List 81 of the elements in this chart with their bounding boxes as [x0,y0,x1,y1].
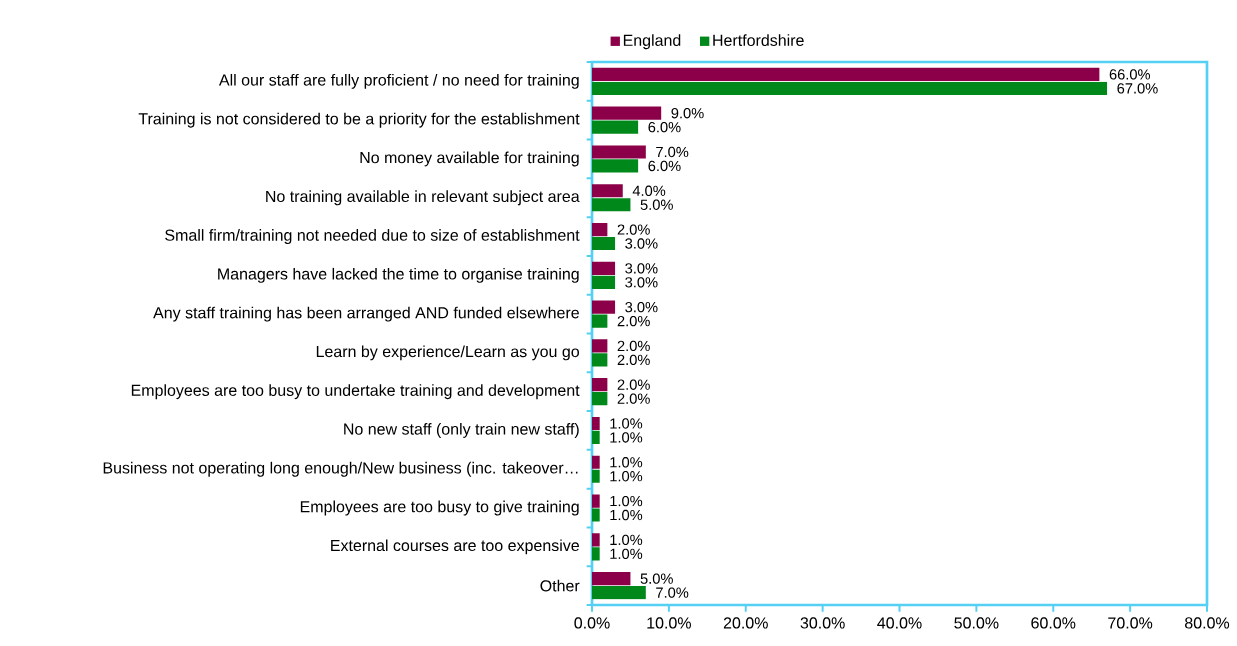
bar [592,198,631,212]
y-tick-label: Other [540,579,580,592]
x-tick-label: 60.0% [1031,617,1076,629]
data-label: 2.0% [617,340,650,352]
data-label: 5.0% [640,199,673,210]
data-label: 7.0% [656,146,689,158]
y-tick-label: Any staff training has been arranged AND funded elsewhere [153,306,579,322]
data-label: 3.0% [625,277,658,288]
bar [592,494,600,508]
data-label: 2.0% [617,379,650,390]
data-label: 2.0% [617,315,650,327]
x-tick-label: 10.0% [647,617,691,629]
data-label: 6.0% [648,121,681,133]
y-tick-label: Managers have lacked the time to organise training [218,267,579,283]
bar [592,547,600,561]
data-label: 1.0% [610,457,643,468]
x-tick-label: 40.0% [877,617,922,629]
x-tick-label: 70.0% [1108,617,1153,629]
x-tick-label: 80.0% [1185,617,1230,629]
y-tick-label: Small firm/training not needed due to size of establishment [165,229,580,244]
y-tick-label: No new staff (only train new staff) [344,423,579,438]
legend-label: England [623,34,681,50]
y-tick-label: No training available in relevant subject area [266,190,580,206]
data-label: 2.0% [617,393,650,404]
data-label: 1.0% [610,432,643,443]
data-label: 7.0% [656,587,689,598]
legend-label: Hertfordshire [713,34,804,46]
bar [592,353,608,367]
bar [592,184,623,198]
bar [592,261,616,275]
data-label: 6.0% [648,160,681,172]
data-label: 3.0% [625,263,658,274]
y-tick-label: Training is not considered to be a priority for the establishment [138,112,580,128]
bar [592,81,1108,95]
bar [592,339,608,353]
y-tick-label: No money available for training [360,151,579,167]
bar [592,67,1100,82]
data-label: 1.0% [610,509,643,521]
bar [592,275,616,289]
bar [592,145,646,159]
data-label: 66.0% [1109,69,1151,80]
bar [592,222,608,237]
x-tick-label: 0.0% [574,617,610,629]
y-tick-label: All our staff are fully proficient / no need for training [218,73,579,89]
bar [592,106,662,120]
y-tick-label: Business not operating long enough/New business (inc. takeover… [103,461,578,477]
bar [592,416,600,431]
data-label: 5.0% [640,573,673,584]
x-tick-label: 50.0% [954,617,999,629]
data-label: 2.0% [617,224,650,235]
bar [592,120,639,134]
bar [592,159,639,173]
y-tick-label: Employees are too busy to undertake training and development [131,384,580,400]
bar [592,572,631,586]
bar [592,533,600,547]
bar [592,236,616,251]
data-label: 2.0% [617,354,650,366]
bar [592,430,600,445]
bar [592,455,600,469]
x-tick-label: 20.0% [723,617,768,629]
bar [592,378,608,392]
data-label: 4.0% [632,185,666,196]
bar [592,392,608,406]
y-tick-label: External courses are too expensive [331,539,579,555]
bar [592,469,600,483]
bar [592,586,646,600]
y-tick-label: Employees are too busy to give training [300,500,579,516]
data-label: 67.0% [1117,83,1158,94]
bar [592,300,616,314]
data-label: 1.0% [610,418,643,429]
data-label: 1.0% [610,534,643,546]
bar [592,314,608,328]
x-tick-label: 30.0% [800,617,845,629]
data-label: 1.0% [610,548,643,559]
y-tick-label: Learn by experience/Learn as you go [316,345,579,361]
data-label: 3.0% [625,301,658,313]
data-label: 9.0% [671,108,704,119]
data-label: 3.0% [625,238,658,249]
data-label: 1.0% [610,471,643,482]
data-label: 1.0% [610,495,643,507]
bar [592,508,600,522]
